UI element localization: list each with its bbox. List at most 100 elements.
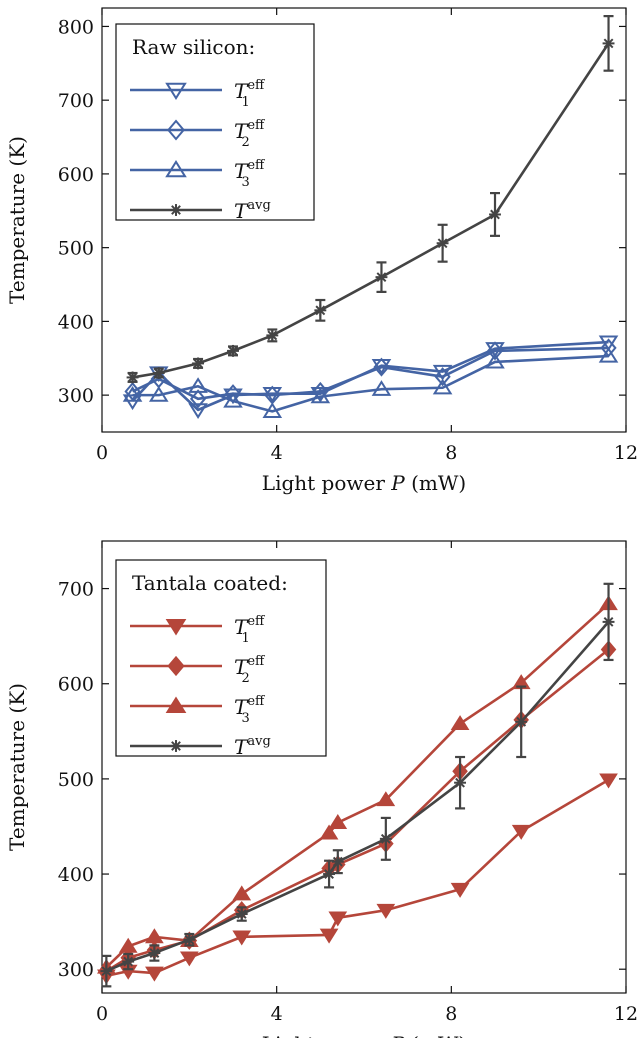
legend-marker	[167, 655, 185, 677]
x-tick-label: 0	[96, 442, 108, 464]
y-tick-label: 600	[58, 164, 94, 186]
series-T2-eff	[124, 338, 617, 409]
data-point	[145, 966, 164, 982]
data-point	[598, 335, 619, 352]
data-point	[515, 715, 528, 728]
data-point	[152, 367, 165, 379]
data-point	[223, 391, 243, 408]
data-point	[179, 951, 199, 967]
data-point	[376, 791, 396, 807]
data-point	[314, 304, 327, 317]
data-point	[598, 346, 619, 363]
data-point	[266, 329, 279, 342]
y-axis-label: Temperature (K)	[5, 683, 29, 851]
legend-box	[115, 559, 327, 757]
y-tick-label: 400	[58, 864, 94, 886]
x-tick-label: 4	[271, 442, 283, 464]
series-T-avg	[100, 582, 615, 988]
data-point	[235, 908, 248, 920]
data-point	[192, 357, 205, 370]
series-T1-eff	[97, 773, 618, 985]
data-point	[602, 615, 615, 628]
legend-marker	[165, 82, 187, 100]
data-point	[489, 208, 501, 221]
data-point	[511, 824, 531, 840]
data-point	[436, 237, 449, 250]
series-T3-eff	[122, 346, 619, 418]
data-point	[379, 832, 392, 845]
data-point	[454, 776, 467, 789]
legend-box	[115, 23, 315, 221]
top-chart-panel: 0 4 8 12 300 400 500 600 700 800 Light power P (mW…	[5, 7, 638, 495]
y-tick-label: 400	[58, 311, 94, 333]
data-point	[118, 937, 138, 953]
x-axis-label: Light power P (mW)	[262, 471, 466, 495]
data-point	[312, 381, 329, 401]
data-point	[189, 389, 207, 409]
data-point	[602, 37, 615, 50]
plot-area-frame	[101, 540, 627, 994]
data-point	[486, 341, 504, 361]
y-tick-label: 300	[58, 385, 94, 407]
data-point	[432, 378, 453, 395]
y-axis-label: Temperature (K)	[5, 136, 29, 304]
y-tick-label: 800	[58, 16, 94, 38]
data-point	[145, 928, 164, 944]
data-point	[331, 855, 344, 868]
data-point	[371, 380, 392, 396]
data-point	[319, 928, 339, 944]
data-point	[232, 930, 252, 946]
data-point	[450, 715, 470, 731]
legend-marker	[165, 696, 187, 714]
data-point	[485, 352, 505, 369]
y-tick-label: 600	[58, 674, 94, 696]
data-point	[232, 885, 252, 901]
legend-title: Tantala coated:	[132, 571, 288, 595]
legend-title: Raw silicon:	[132, 35, 255, 59]
x-tick-label: 12	[614, 1003, 638, 1025]
data-point	[188, 377, 208, 393]
data-point	[328, 911, 348, 927]
data-point	[323, 868, 336, 881]
legend-marker	[165, 160, 187, 178]
series-T-avg	[126, 15, 615, 384]
legend-marker	[167, 119, 185, 141]
data-point	[100, 965, 113, 978]
data-point	[227, 344, 239, 357]
data-point	[376, 903, 396, 919]
x-tick-label: 8	[445, 1003, 457, 1025]
data-point	[375, 271, 388, 284]
data-point	[124, 381, 141, 401]
data-point	[310, 387, 331, 404]
data-point	[600, 338, 617, 358]
data-point	[373, 357, 390, 377]
legend-marker	[170, 204, 182, 216]
data-point	[434, 367, 451, 387]
data-point	[148, 947, 161, 959]
data-point	[148, 386, 169, 402]
y-tick-label: 500	[58, 238, 94, 260]
x-tick-label: 8	[445, 442, 457, 464]
series-line	[132, 354, 609, 413]
x-axis-label: Light power P (mW)	[262, 1032, 466, 1038]
data-point	[188, 403, 208, 419]
data-point	[450, 882, 470, 898]
data-point	[328, 814, 348, 830]
data-point	[319, 824, 339, 840]
y-tick-label: 700	[58, 579, 94, 601]
data-point	[122, 386, 143, 402]
data-point	[126, 371, 139, 384]
data-point	[599, 773, 618, 789]
series-line	[132, 42, 610, 379]
series-line	[132, 346, 609, 401]
x-tick-label: 12	[614, 442, 638, 464]
legend-marker	[170, 740, 182, 752]
y-tick-label: 700	[58, 90, 94, 112]
data-point	[122, 955, 135, 968]
y-tick-label: 500	[58, 769, 94, 791]
data-point	[183, 933, 196, 946]
x-tick-label: 0	[96, 1003, 108, 1025]
